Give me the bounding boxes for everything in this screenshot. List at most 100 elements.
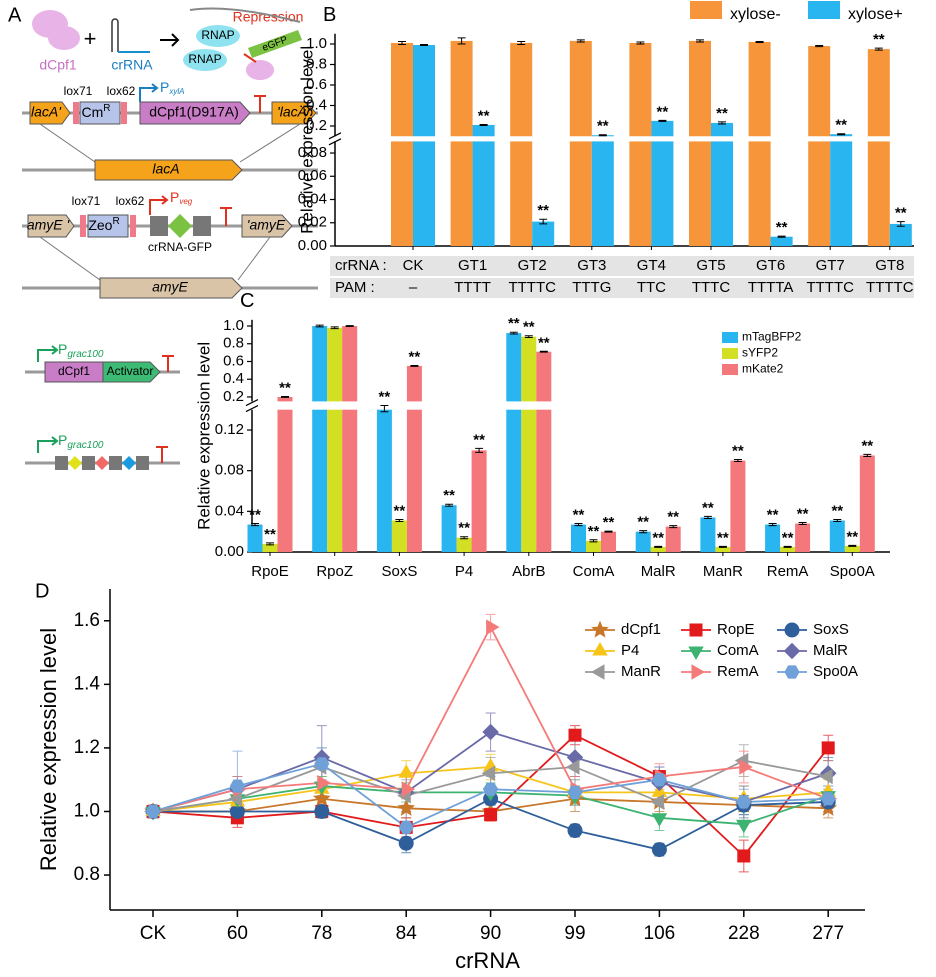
legend-label: P4 [621, 642, 639, 659]
x-tick-label: GT3 [577, 257, 606, 274]
significance-label: ** [797, 505, 809, 522]
data-point [482, 723, 499, 741]
x-tick-label: 228 [728, 923, 760, 944]
error-bar [636, 41, 645, 45]
legend-label: dCpf1 [621, 621, 661, 638]
bar [312, 409, 328, 552]
y-tick-label: 1.0 [74, 800, 100, 821]
y-tick-label: 0.8 [74, 864, 100, 885]
bar [715, 546, 731, 552]
label: lox62 [107, 84, 136, 98]
significance-label: ** [732, 442, 744, 459]
x-tick-label: SoxS [381, 563, 417, 580]
label: P [58, 341, 67, 357]
panel-letter: C [240, 290, 254, 312]
x-tick-label: AbrB [512, 563, 545, 580]
bar [391, 42, 413, 137]
x-tick-label: GT1 [458, 257, 487, 274]
crossover [39, 236, 271, 281]
error-bar [281, 396, 289, 398]
bar [689, 40, 711, 137]
repeat [82, 456, 95, 470]
significance-label: ** [537, 202, 549, 219]
significance-label: ** [782, 529, 794, 546]
axis-break [245, 399, 259, 407]
bar [586, 540, 601, 552]
x-tick-label: ManR [703, 563, 743, 580]
label: Repression [233, 9, 304, 25]
x-tick-label: Spo0A [830, 563, 875, 580]
error-bar [896, 221, 905, 227]
y-tick-label: 1.6 [74, 610, 100, 631]
data-point [819, 768, 833, 785]
bar [536, 351, 552, 402]
legend-marker [691, 664, 706, 680]
bar [413, 141, 435, 246]
label: PxylA [160, 79, 184, 96]
repeat [55, 456, 68, 470]
significance-label: ** [846, 528, 858, 545]
y-tick-label: 0.6 [223, 352, 244, 369]
gene [139, 101, 251, 125]
error-bar [604, 530, 613, 533]
axis-break [328, 132, 342, 140]
bar [569, 141, 592, 246]
error-bar [696, 39, 704, 43]
pam-label: TTTTC [806, 279, 854, 296]
gene [87, 214, 129, 238]
significance-label: ** [835, 117, 847, 134]
x-tick-label: 99 [564, 923, 585, 944]
repeat [193, 216, 211, 236]
legend-marker [784, 622, 800, 638]
table-row-label: crRNA : [335, 257, 387, 274]
y-tick-label: 0.8 [223, 335, 244, 352]
terminator [156, 446, 168, 463]
bar [808, 141, 831, 246]
bar [867, 141, 890, 246]
x-tick-label: GT4 [637, 257, 666, 274]
label: lacA' [31, 104, 62, 120]
bar [532, 221, 555, 246]
legend-marker [689, 623, 703, 637]
error-bar [251, 523, 259, 527]
bar [506, 333, 522, 402]
label: P [170, 189, 179, 205]
label: dCpf1 [39, 57, 77, 73]
label: xylA [168, 87, 184, 96]
label: RNAP [201, 28, 234, 42]
legend-label: MalR [813, 642, 848, 659]
significance-label: ** [657, 103, 669, 120]
spacer [168, 214, 192, 238]
y-tick-label: 0.02 [298, 214, 327, 231]
data-point [568, 728, 582, 742]
bar [327, 327, 343, 402]
bar [312, 326, 328, 402]
error-bar [654, 545, 663, 548]
x-tick-label: P4 [455, 563, 473, 580]
legend-label: mKate2 [742, 362, 784, 376]
legend-label: SoxS [813, 621, 849, 638]
label: amyE [152, 279, 188, 295]
data-point [317, 775, 331, 791]
terminator [220, 207, 232, 226]
legend-label: ManR [621, 663, 661, 680]
label: Cm [81, 104, 103, 120]
label: veg [179, 197, 192, 206]
legend-label: xylose+ [848, 6, 903, 23]
gene [241, 214, 293, 238]
bar [730, 460, 746, 552]
y-tick-label: 0.04 [298, 190, 327, 207]
x-tick-label: CK [403, 257, 424, 274]
significance-label: ** [249, 507, 261, 524]
legend-swatch [722, 364, 738, 375]
bar [770, 236, 793, 246]
error-bar [509, 331, 518, 335]
legend-swatch [808, 1, 840, 19]
data-point [314, 803, 330, 819]
bar [700, 517, 716, 552]
plus: + [84, 26, 97, 51]
error-bar [718, 121, 726, 125]
error-bar [639, 530, 648, 534]
data-point [737, 849, 751, 863]
